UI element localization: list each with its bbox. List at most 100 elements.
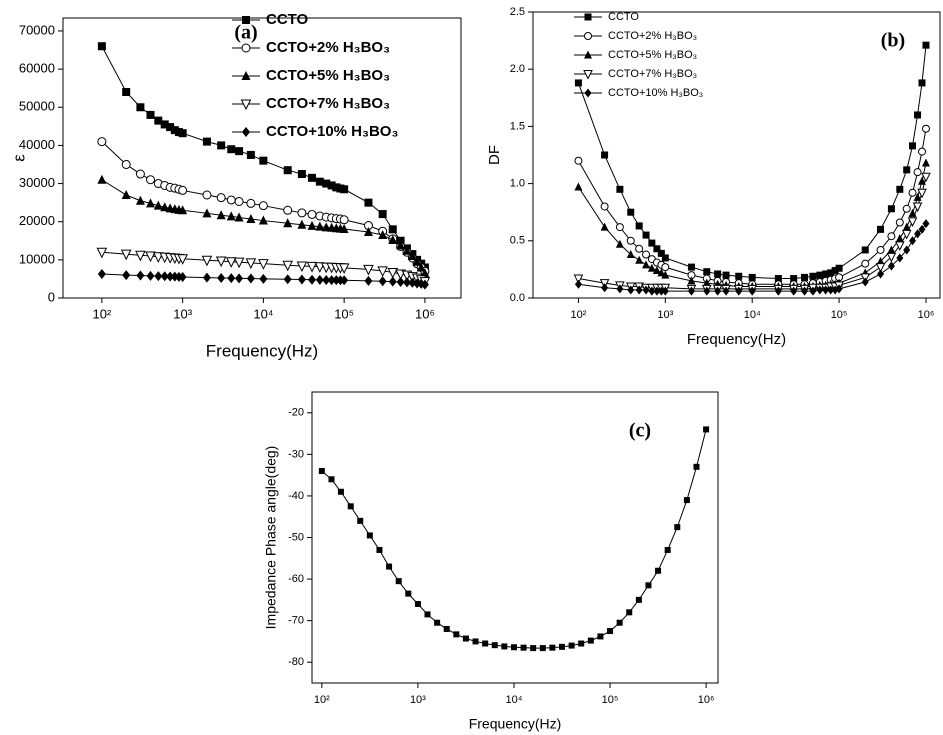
- y-tick-label: 10000: [19, 251, 55, 266]
- marker: [913, 168, 922, 177]
- marker: [601, 151, 609, 159]
- marker: [648, 286, 656, 296]
- marker: [387, 267, 399, 279]
- marker: [347, 503, 354, 510]
- marker: [420, 268, 430, 278]
- marker: [246, 273, 255, 284]
- series-line: [577, 128, 927, 285]
- marker: [574, 279, 582, 289]
- x-axis-label: Frequency(Hz): [206, 341, 318, 360]
- marker: [412, 256, 422, 266]
- marker: [378, 276, 387, 287]
- marker: [827, 285, 835, 295]
- x-tick-label: 10⁵: [602, 694, 619, 706]
- y-tick-label: 0: [48, 289, 55, 304]
- marker: [215, 256, 227, 268]
- marker: [235, 147, 244, 156]
- y-axis-label: ε: [9, 154, 28, 162]
- marker: [97, 268, 106, 279]
- x-tick-label: 10⁴: [253, 306, 273, 321]
- marker: [574, 182, 583, 191]
- marker: [491, 642, 498, 649]
- marker: [363, 264, 374, 276]
- x-axis-label: Frequency(Hz): [469, 716, 562, 732]
- marker: [136, 103, 145, 112]
- marker: [914, 111, 922, 119]
- marker: [722, 271, 730, 279]
- marker: [386, 563, 393, 570]
- marker: [154, 116, 163, 125]
- marker: [416, 262, 426, 272]
- marker: [297, 274, 306, 285]
- marker: [909, 236, 917, 246]
- marker: [160, 120, 169, 129]
- marker: [652, 266, 661, 275]
- x-tick-label: 10²: [314, 694, 330, 706]
- marker: [240, 99, 252, 111]
- marker: [809, 272, 817, 280]
- x-tick-label: 10³: [173, 306, 192, 321]
- marker: [145, 251, 156, 263]
- marker: [661, 263, 670, 272]
- marker: [246, 150, 255, 159]
- marker: [861, 259, 870, 268]
- marker: [626, 250, 635, 259]
- panel-label: (c): [629, 420, 651, 442]
- marker: [703, 268, 711, 276]
- marker: [645, 582, 652, 589]
- chart-panel: 10² 10³ 10⁴ 10⁵ 10⁶ -80 -70 -60 -50 -40 -30 -20 Freq…: [263, 391, 719, 732]
- marker: [918, 79, 926, 87]
- marker: [530, 645, 537, 652]
- marker: [363, 227, 373, 237]
- marker: [308, 173, 317, 182]
- marker: [235, 273, 244, 284]
- legend-label: CCTO+5% H₃BO₃: [266, 67, 390, 84]
- marker: [861, 246, 869, 254]
- marker: [234, 212, 244, 222]
- marker: [615, 223, 624, 232]
- marker: [635, 255, 644, 264]
- marker: [876, 245, 885, 254]
- marker: [683, 497, 690, 504]
- marker: [574, 156, 583, 165]
- marker: [922, 41, 930, 49]
- marker: [600, 222, 609, 231]
- marker: [510, 644, 517, 651]
- marker: [607, 628, 614, 635]
- legend-label: CCTO+7% H₃BO₃: [266, 95, 390, 112]
- marker: [578, 640, 585, 647]
- y-tick-label: 60000: [19, 61, 55, 76]
- y-tick-label: 70000: [19, 22, 55, 37]
- marker: [642, 231, 650, 239]
- y-tick-label: -40: [288, 490, 304, 502]
- marker: [642, 260, 651, 269]
- marker: [687, 263, 695, 271]
- marker: [895, 241, 905, 251]
- y-tick-label: -60: [288, 573, 304, 585]
- marker: [831, 267, 839, 275]
- marker: [661, 254, 669, 262]
- marker: [246, 198, 256, 208]
- marker: [202, 190, 212, 200]
- marker: [801, 273, 809, 281]
- x-tick-label: 10³: [657, 309, 673, 321]
- marker: [790, 286, 798, 296]
- marker: [315, 274, 324, 285]
- legend-label: CCTO+10% H₃BO₃: [608, 87, 703, 99]
- marker: [917, 188, 927, 199]
- marker: [801, 286, 809, 296]
- marker: [357, 517, 364, 524]
- marker: [315, 177, 324, 186]
- marker: [96, 247, 108, 259]
- marker: [135, 169, 145, 179]
- marker: [601, 283, 609, 293]
- marker: [259, 273, 268, 284]
- marker: [635, 596, 642, 603]
- marker: [907, 217, 918, 227]
- marker: [388, 276, 397, 287]
- marker: [687, 286, 695, 296]
- marker: [520, 644, 527, 651]
- marker: [714, 286, 722, 296]
- x-tick-label: 10³: [410, 694, 426, 706]
- marker: [896, 185, 904, 193]
